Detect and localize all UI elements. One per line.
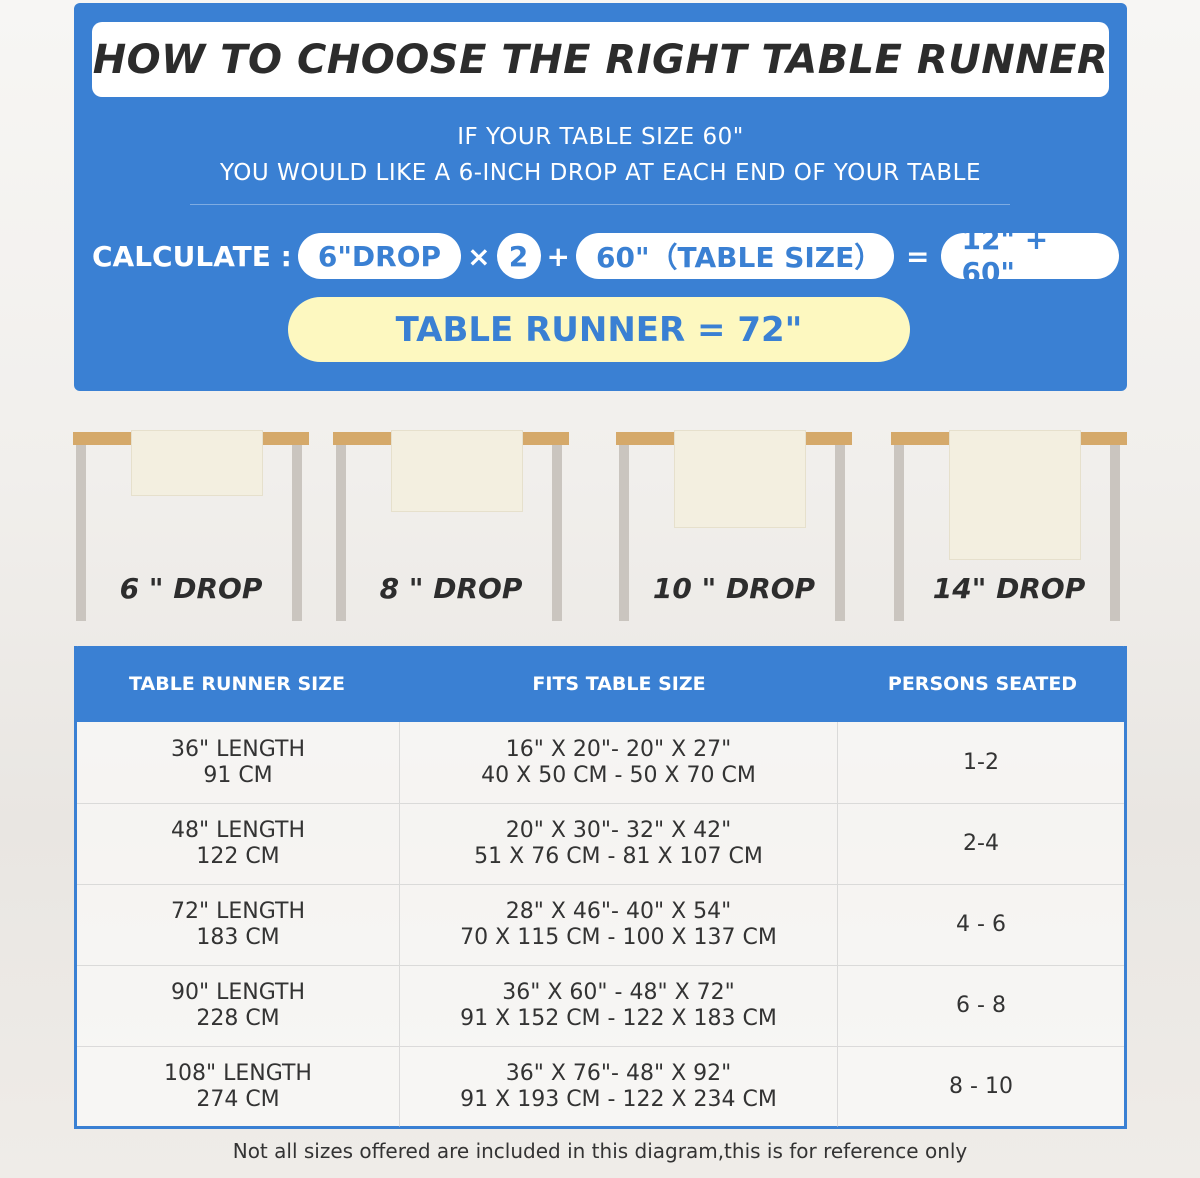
drop-label: 14" DROP	[932, 572, 1086, 605]
fits-inches: 28" X 46"- 40" X 54"	[505, 899, 732, 924]
result-pill: TABLE RUNNER = 72"	[288, 297, 910, 362]
fits-cm: 51 X 76 CM - 81 X 107 CM	[474, 844, 763, 869]
table-leg	[336, 445, 346, 621]
persons-cell: 1-2	[838, 722, 1124, 803]
runner-size-cell: 36" LENGTH 91 CM	[77, 722, 400, 803]
table-header: TABLE RUNNER SIZE FITS TABLE SIZE PERSON…	[74, 646, 1127, 722]
fits-inches: 20" X 30"- 32" X 42"	[505, 818, 732, 843]
size-table	[74, 646, 1127, 1129]
size-inches: 72" LENGTH	[171, 899, 305, 924]
runner-size-cell: 48" LENGTH 122 CM	[77, 804, 400, 884]
header-persons: PERSONS SEATED	[887, 673, 1078, 695]
drop-label: 8 " DROP	[379, 572, 523, 605]
drop-pill: 6"DROP	[297, 233, 462, 279]
divider	[190, 204, 1010, 205]
persons-cell: 4 - 6	[838, 885, 1124, 965]
size-cm: 183 CM	[196, 925, 280, 950]
drop-label: 6 " DROP	[119, 572, 263, 605]
calculate-label: CALCULATE :	[92, 239, 292, 273]
table-leg	[619, 445, 629, 621]
table-row: 108" LENGTH 274 CM 36" X 76"- 48" X 92" 91…	[77, 1046, 1124, 1127]
drop-illustration: 8 " DROP	[333, 430, 573, 625]
plus-sign: +	[546, 239, 570, 273]
drop-illustration: 10 " DROP	[616, 430, 856, 625]
page-title: HOW TO CHOOSE THE RIGHT TABLE RUNNER	[92, 22, 1109, 97]
size-cm: 274 CM	[196, 1087, 280, 1112]
fits-cell: 36" X 60" - 48" X 72" 91 X 152 CM - 122 X…	[400, 966, 838, 1046]
fits-cm: 91 X 193 CM - 122 X 234 CM	[460, 1087, 777, 1112]
drop-illustration: 14" DROP	[891, 430, 1131, 625]
times-sign: ×	[467, 239, 491, 273]
table-row: 48" LENGTH 122 CM 20" X 30"- 32" X 42" 51 …	[77, 803, 1124, 884]
runner-size-cell: 108" LENGTH 274 CM	[77, 1047, 400, 1127]
sum-pill: 12" + 60"	[941, 223, 1120, 289]
fits-cell: 20" X 30"- 32" X 42" 51 X 76 CM - 81 X 10…	[400, 804, 838, 884]
fits-cm: 70 X 115 CM - 100 X 137 CM	[460, 925, 777, 950]
size-cm: 91 CM	[203, 762, 273, 788]
table-leg	[76, 445, 86, 621]
drop-illustration: 6 " DROP	[73, 430, 313, 625]
table-row: 90" LENGTH 228 CM 36" X 60" - 48" X 72" 91…	[77, 965, 1124, 1046]
fits-cell: 36" X 76"- 48" X 92" 91 X 193 CM - 122 X …	[400, 1047, 838, 1127]
size-cm: 228 CM	[196, 1006, 280, 1031]
persons-cell: 6 - 8	[838, 966, 1124, 1046]
runner-size-cell: 90" LENGTH 228 CM	[77, 966, 400, 1046]
table-leg	[835, 445, 845, 621]
fits-cell: 16" X 20"- 20" X 27" 40 X 50 CM - 50 X 70…	[400, 722, 838, 803]
persons-value: 1-2	[963, 749, 999, 775]
size-inches: 108" LENGTH	[164, 1061, 312, 1086]
fits-inches: 36" X 76"- 48" X 92"	[505, 1061, 732, 1086]
persons-cell: 8 - 10	[838, 1047, 1124, 1127]
runner-drop	[391, 430, 523, 512]
table-leg	[1110, 445, 1120, 621]
table-leg	[894, 445, 904, 621]
persons-cell: 2-4	[838, 804, 1124, 884]
fits-cm: 40 X 50 CM - 50 X 70 CM	[481, 762, 756, 788]
runner-drop	[949, 430, 1081, 560]
size-inches: 36" LENGTH	[171, 736, 305, 762]
persons-value: 6 - 8	[956, 993, 1006, 1018]
header-fits-table: FITS TABLE SIZE	[532, 673, 706, 695]
fits-inches: 36" X 60" - 48" X 72"	[502, 980, 735, 1005]
table-size-pill: 60"（TABLE SIZE）	[576, 233, 894, 279]
persons-value: 2-4	[963, 831, 999, 856]
footnote: Not all sizes offered are included in th…	[232, 1139, 968, 1163]
header-runner-size: TABLE RUNNER SIZE	[129, 673, 345, 695]
fits-inches: 16" X 20"- 20" X 27"	[505, 736, 732, 762]
fits-cell: 28" X 46"- 40" X 54" 70 X 115 CM - 100 X …	[400, 885, 838, 965]
runner-drop	[674, 430, 806, 528]
runner-size-cell: 72" LENGTH 183 CM	[77, 885, 400, 965]
drop-label: 10 " DROP	[652, 572, 816, 605]
factor-pill: 2	[496, 233, 541, 279]
table-row: 72" LENGTH 183 CM 28" X 46"- 40" X 54" 70 …	[77, 884, 1124, 965]
calculation-row: CALCULATE : 6"DROP × 2 + 60"（TABLE SIZE）…	[92, 223, 1120, 289]
persons-value: 4 - 6	[956, 912, 1006, 937]
table-leg	[552, 445, 562, 621]
info-line-2: YOU WOULD LIKE A 6-INCH DROP AT EACH END…	[219, 160, 982, 186]
size-inches: 90" LENGTH	[171, 980, 305, 1005]
table-row: 36" LENGTH 91 CM 16" X 20"- 20" X 27" 40 X…	[77, 722, 1124, 803]
persons-value: 8 - 10	[949, 1074, 1013, 1099]
fits-cm: 91 X 152 CM - 122 X 183 CM	[460, 1006, 777, 1031]
size-inches: 48" LENGTH	[171, 818, 305, 843]
info-line-1: IF YOUR TABLE SIZE 60"	[457, 124, 744, 150]
table-leg	[292, 445, 302, 621]
size-cm: 122 CM	[196, 844, 280, 869]
equals-sign: =	[906, 239, 930, 273]
runner-drop	[131, 430, 263, 496]
